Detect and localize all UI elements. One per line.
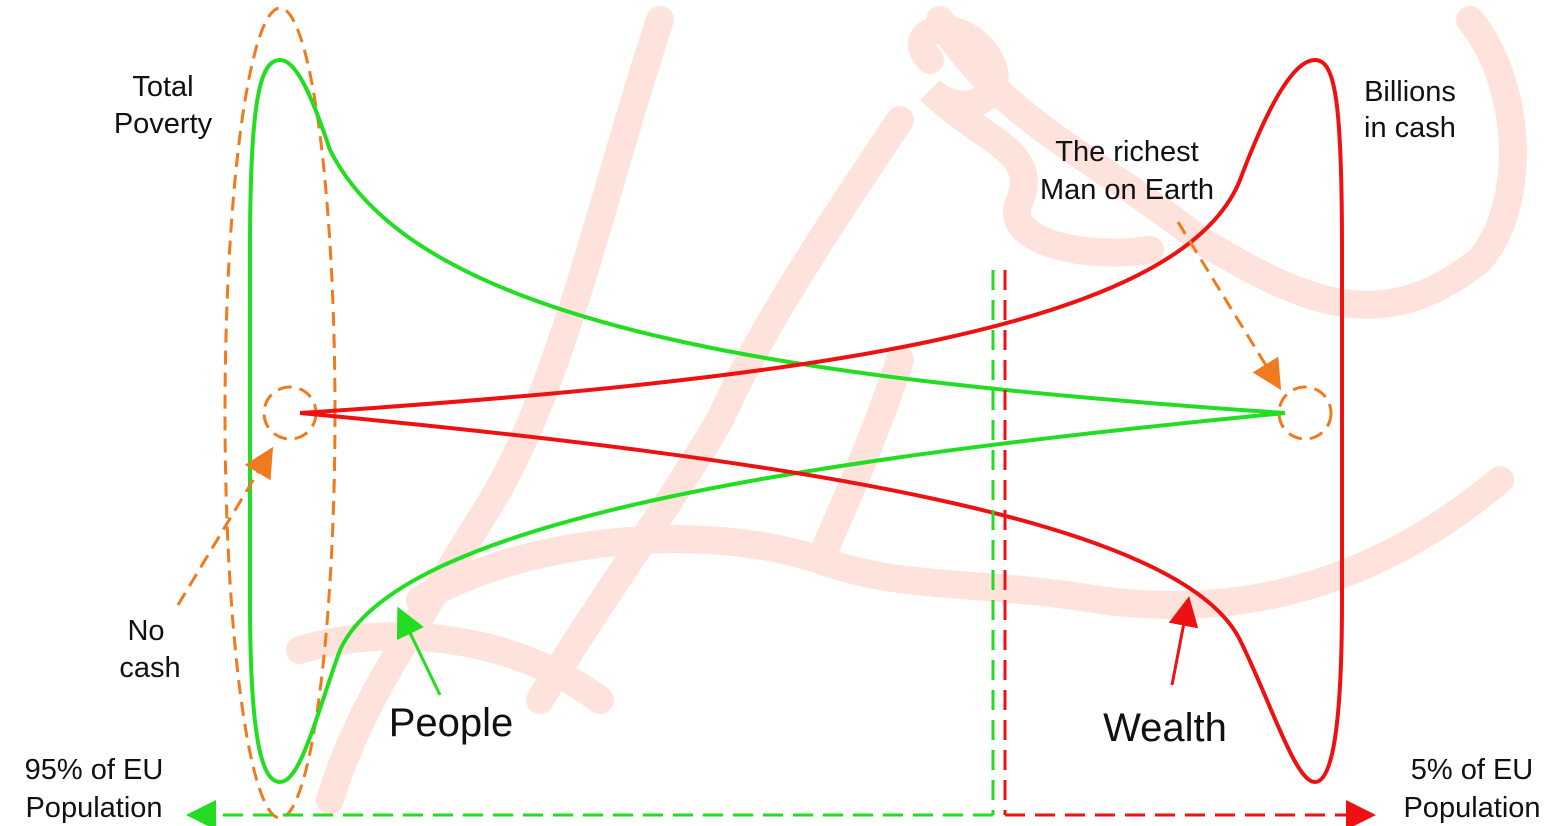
label: 5% of EU: [1411, 754, 1534, 786]
label: The richest: [1055, 136, 1198, 168]
label: in cash: [1364, 112, 1456, 144]
label: Population: [1403, 792, 1540, 824]
label: Poverty: [114, 108, 213, 140]
label: cash: [119, 652, 180, 684]
no-cash-arrow: [178, 452, 270, 605]
label: Billions: [1364, 76, 1456, 108]
label: Man on Earth: [1040, 174, 1214, 206]
label: No: [127, 615, 164, 647]
label: Wealth: [1103, 706, 1227, 750]
label: Total: [132, 71, 193, 103]
label: 95% of EU: [25, 754, 164, 786]
diagram: Total Poverty Billions in cash The riche…: [0, 0, 1559, 826]
people-curve: [250, 60, 1285, 782]
label: Population: [25, 792, 162, 824]
label: People: [389, 701, 514, 745]
richest-circle: [1279, 387, 1331, 439]
